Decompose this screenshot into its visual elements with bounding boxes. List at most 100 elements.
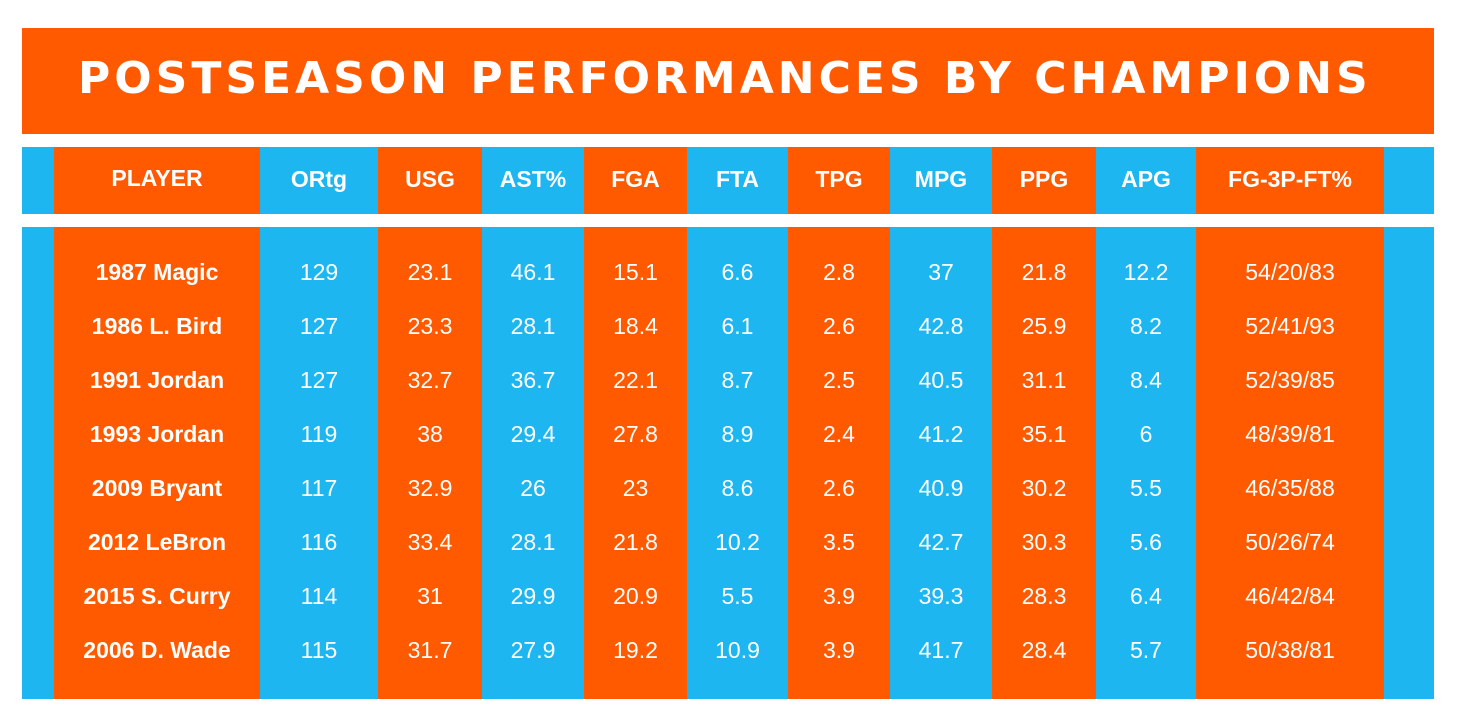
column-stripe-player	[54, 227, 260, 699]
stat-cell-ast: 36.7	[510, 367, 556, 393]
title-bar: POSTSEASON PERFORMANCES BY CHAMPIONS	[22, 28, 1434, 134]
stat-cell-ast: 29.4	[510, 421, 556, 447]
stat-cell-ast: 46.1	[510, 259, 556, 285]
player-name-cell: 1986 L. Bird	[91, 313, 223, 339]
stat-cell-fga: 22.1	[613, 367, 658, 393]
stat-cell-ppg: 28.4	[1021, 637, 1067, 663]
stat-cell-apg: 6.4	[1130, 583, 1162, 609]
column-header-ast: AST%	[499, 166, 567, 192]
stat-cell-ortg: 127	[299, 313, 339, 339]
stat-cell-mpg: 37	[928, 259, 954, 285]
stat-cell-fta: 8.6	[721, 475, 754, 501]
column-stripe-usg	[378, 147, 482, 214]
table-header: PLAYER ORtg USG AST% FGA FTA TPG MPG PPG APG FG-3P…	[22, 147, 1434, 214]
stat-cell-ast: 29.9	[510, 583, 556, 609]
stat-cell-tpg: 3.9	[823, 637, 855, 663]
stat-cell-apg: 8.2	[1130, 313, 1162, 339]
stat-cell-usg: 38	[417, 421, 443, 447]
stat-cell-ppg: 30.3	[1021, 529, 1067, 555]
stat-cell-ppg: 31.1	[1021, 367, 1067, 393]
player-name-cell: 1993 Jordan	[89, 421, 225, 447]
stat-cell-tpg: 2.4	[823, 421, 855, 447]
table-body: 1987 Magic 129 23.1 46.1 15.1 6.6 2.8 37 21.8 12.…	[22, 227, 1434, 699]
stat-cell-fta: 6.1	[721, 313, 754, 339]
stat-cell-apg: 6	[1139, 421, 1153, 447]
stat-cell-ppg: 21.8	[1021, 259, 1067, 285]
stat-cell-usg: 23.1	[407, 259, 453, 285]
player-name-cell: 2012 LeBron	[87, 529, 227, 555]
stat-cell-tpg: 2.6	[823, 475, 855, 501]
stat-cell-tpg: 2.8	[823, 259, 855, 285]
stat-cell-ortg: 119	[300, 421, 338, 447]
stat-cell-ortg: 115	[300, 637, 338, 663]
stat-cell-fta: 8.9	[721, 421, 754, 447]
stat-cell-fga: 21.8	[613, 529, 658, 555]
stat-cell-usg: 31	[417, 583, 443, 609]
stat-cell-tpg: 2.6	[823, 313, 855, 339]
stat-cell-mpg: 42.7	[918, 529, 964, 555]
player-name-cell: 2009 Bryant	[91, 475, 223, 501]
stat-cell-fga: 19.2	[613, 637, 658, 663]
table-row: 2009 Bryant 117 32.9 26 23 8.6 2.6 40.9 30.2 5.5 4…	[22, 227, 1434, 699]
stat-cell-fta: 6.6	[721, 259, 754, 285]
stat-cell-ppg: 35.1	[1021, 421, 1067, 447]
stat-cell-fga: 27.8	[613, 421, 658, 447]
column-stripe-tpg	[788, 147, 890, 214]
stat-cell-fta: 5.5	[721, 583, 754, 609]
player-name-cell: 1991 Jordan	[89, 367, 225, 393]
stat-cell-mpg: 42.8	[918, 313, 964, 339]
stat-cell-mpg: 41.7	[918, 637, 964, 663]
column-stripe-tpg	[788, 227, 890, 699]
column-header-usg: USG	[405, 166, 455, 192]
column-stripe-fga	[584, 227, 687, 699]
table-row: 2006 D. Wade 115 31.7 27.9 19.2 10.9 3.9 41.7 28…	[22, 227, 1434, 699]
stat-cell-fg-3p-ft: 52/39/85	[1245, 367, 1335, 393]
stat-cell-usg: 23.3	[407, 313, 453, 339]
stat-cell-ppg: 25.9	[1021, 313, 1067, 339]
stat-cell-fta: 10.9	[715, 637, 760, 663]
stat-cell-apg: 5.5	[1130, 475, 1162, 501]
stat-cell-fta: 10.2	[715, 529, 760, 555]
stat-cell-fg-3p-ft: 46/42/84	[1245, 583, 1335, 609]
stat-cell-fg-3p-ft: 48/39/81	[1245, 421, 1335, 447]
stat-cell-ast: 26	[520, 475, 546, 501]
stat-cell-fga: 20.9	[613, 583, 658, 609]
stat-cell-ppg: 30.2	[1021, 475, 1067, 501]
table-row: 1987 Magic 129 23.1 46.1 15.1 6.6 2.8 37 21.8 12.…	[22, 227, 1434, 699]
column-header-apg: APG	[1121, 166, 1171, 192]
stat-cell-fg-3p-ft: 52/41/93	[1245, 313, 1335, 339]
stat-cell-fg-3p-ft: 46/35/88	[1245, 475, 1335, 501]
column-header-ortg: ORtg	[290, 166, 348, 192]
stat-cell-ortg: 114	[300, 583, 338, 609]
player-name-cell: 2006 D. Wade	[83, 637, 231, 663]
stat-cell-apg: 12.2	[1123, 259, 1169, 285]
stat-cell-ppg: 28.3	[1021, 583, 1067, 609]
stat-cell-fga: 23	[622, 475, 649, 501]
stat-cell-mpg: 41.2	[918, 421, 964, 447]
stat-cell-ast: 28.1	[510, 529, 556, 555]
stat-cell-tpg: 2.5	[823, 367, 855, 393]
stat-cell-ast: 27.9	[510, 637, 556, 663]
stat-cell-fta: 8.7	[721, 367, 754, 393]
stat-cell-apg: 5.7	[1130, 637, 1162, 663]
stat-cell-ortg: 129	[299, 259, 339, 285]
player-name-cell: 2015 S. Curry	[83, 583, 231, 609]
column-header-fg-3p-ft: FG-3P-FT%	[1228, 166, 1352, 192]
column-stripe-ppg	[992, 227, 1096, 699]
column-header-fta: FTA	[715, 166, 759, 192]
stat-cell-usg: 32.7	[407, 367, 453, 393]
stat-cell-usg: 33.4	[407, 529, 453, 555]
stat-cell-mpg: 39.3	[918, 583, 964, 609]
stat-cell-fg-3p-ft: 54/20/83	[1245, 259, 1335, 285]
column-stripe-ppg	[992, 147, 1096, 214]
stat-cell-ortg: 127	[299, 367, 339, 393]
column-header-ppg: PPG	[1019, 166, 1069, 192]
stat-cell-tpg: 3.9	[823, 583, 855, 609]
column-header-mpg: MPG	[914, 166, 968, 192]
stat-cell-fga: 15.1	[613, 259, 658, 285]
stat-cell-fga: 18.4	[613, 313, 658, 339]
stat-cell-apg: 5.6	[1130, 529, 1162, 555]
stat-cell-fg-3p-ft: 50/26/74	[1245, 529, 1335, 555]
table-row: 2012 LeBron 116 33.4 28.1 21.8 10.2 3.5 42.7 30.…	[22, 227, 1434, 699]
column-header-fga: FGA	[611, 166, 660, 192]
